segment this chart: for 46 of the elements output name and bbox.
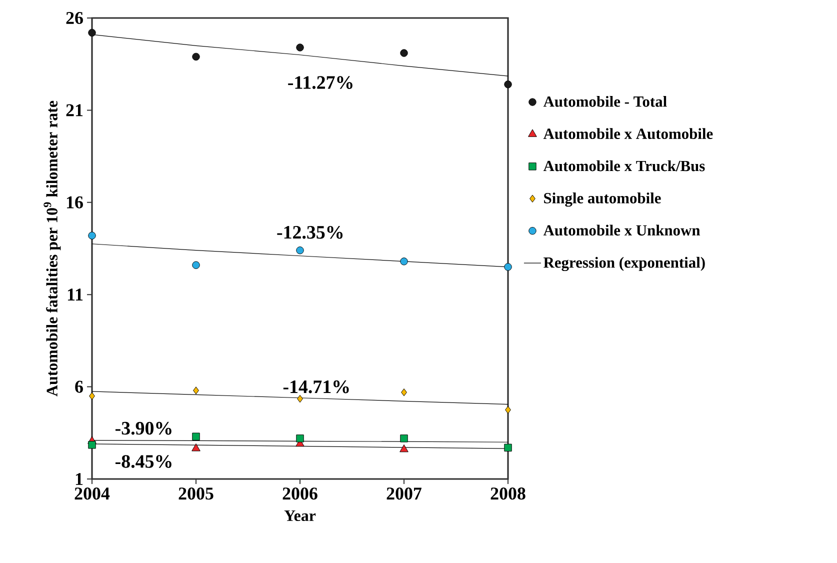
x-tick-label: 2006 [282, 488, 318, 500]
annotation: -12.35% [277, 226, 343, 239]
point [88, 441, 96, 449]
point [400, 49, 408, 57]
point [193, 386, 199, 394]
y-tick-label: 11 [68, 288, 83, 301]
annotation: -14.71% [283, 380, 349, 394]
point [297, 394, 303, 403]
point [88, 28, 96, 37]
legend-label: Automobile x Truck/Bus [543, 160, 705, 172]
x-tick-label: 2008 [490, 488, 526, 500]
point [89, 392, 95, 400]
point [505, 406, 511, 414]
point [192, 432, 200, 440]
point [296, 246, 304, 254]
y-tick-label: 1 [76, 473, 83, 485]
x-tick-label: 2007 [386, 488, 422, 500]
point [504, 444, 512, 452]
point [401, 388, 407, 396]
legend-label: Automobile - Total [543, 96, 667, 107]
point [88, 232, 96, 240]
y-tick-label: 6 [75, 380, 83, 393]
point [192, 52, 200, 61]
legend-label: Regression (exponential) [544, 256, 705, 272]
annotation: -11.27% [288, 76, 352, 89]
point [296, 434, 304, 442]
y-tick-label: 26 [66, 12, 83, 24]
point [192, 261, 200, 269]
x-axis-title: Year [284, 510, 316, 522]
y-tick-label: 21 [66, 104, 83, 116]
y-axis-title: Automobile fatalities per 10$^{9}$ kilometer rate [44, 100, 61, 396]
point [504, 80, 512, 88]
annotation: -3.90% [116, 422, 172, 435]
y-tick-label: 16 [66, 196, 83, 208]
legend-label: Automobile x Unknown [543, 224, 700, 236]
point [296, 44, 304, 52]
point [400, 434, 408, 442]
point [400, 444, 408, 452]
legend-label: Automobile x Automobile [543, 128, 713, 140]
point [400, 258, 408, 266]
point [504, 263, 512, 271]
legend-label: Single automobile [544, 192, 661, 207]
point [192, 444, 200, 452]
x-tick-label: 2004 [74, 488, 110, 500]
x-tick-label: 2005 [178, 488, 214, 500]
annotation: -8.45% [116, 455, 172, 468]
